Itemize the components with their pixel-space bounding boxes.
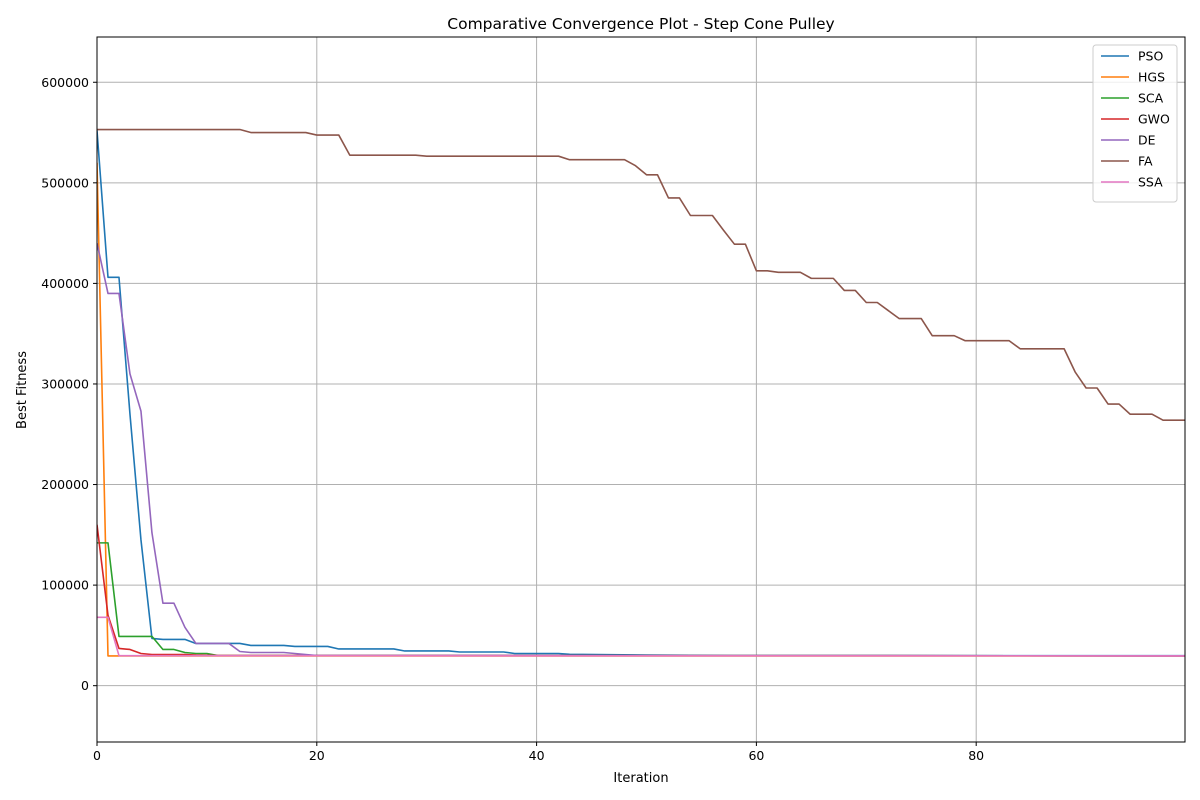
x-tick-label: 0	[93, 748, 101, 763]
axis-ticks: 0 20 40 60 80 0 100000 200000 300000 400000 500000…	[41, 75, 984, 763]
y-tick-label: 100000	[41, 578, 89, 593]
chart-title: Comparative Convergence Plot - Step Cone…	[447, 15, 834, 33]
y-tick-label: 500000	[41, 175, 89, 190]
series-lines	[97, 128, 1185, 657]
series-line-fa	[97, 128, 1185, 421]
x-tick-label: 20	[309, 748, 325, 763]
x-axis-label: Iteration	[613, 771, 668, 786]
plot-area-frame	[96, 36, 1186, 743]
y-tick-label: 400000	[41, 276, 89, 291]
grid-lines	[96, 37, 1185, 742]
x-tick-label: 80	[968, 748, 984, 763]
legend-label-hgs: HGS	[1138, 70, 1165, 85]
y-tick-label: 0	[81, 678, 89, 693]
legend-label-ssa: SSA	[1138, 175, 1163, 190]
series-line-sca	[97, 542, 1185, 657]
y-tick-label: 200000	[41, 477, 89, 492]
legend-label-sca: SCA	[1138, 91, 1164, 106]
series-line-ssa	[97, 616, 1185, 657]
legend-box	[1092, 44, 1178, 203]
series-layer	[97, 128, 1185, 657]
series-line-pso	[97, 130, 1185, 657]
legend-label-de: DE	[1138, 133, 1156, 148]
y-tick-label: 300000	[41, 376, 89, 391]
x-tick-label: 60	[748, 748, 764, 763]
legend: PSO HGS SCA GWO DE FA SSA	[1092, 44, 1178, 203]
legend-label-fa: FA	[1138, 154, 1153, 169]
y-axis-label: Best Fitness	[15, 351, 30, 429]
plot-area-background	[97, 37, 1185, 742]
series-line-de	[97, 242, 1185, 657]
legend-label-pso: PSO	[1138, 49, 1163, 64]
y-tick-label: 600000	[41, 75, 89, 90]
x-tick-label: 40	[529, 748, 545, 763]
legend-label-gwo: GWO	[1138, 112, 1170, 127]
